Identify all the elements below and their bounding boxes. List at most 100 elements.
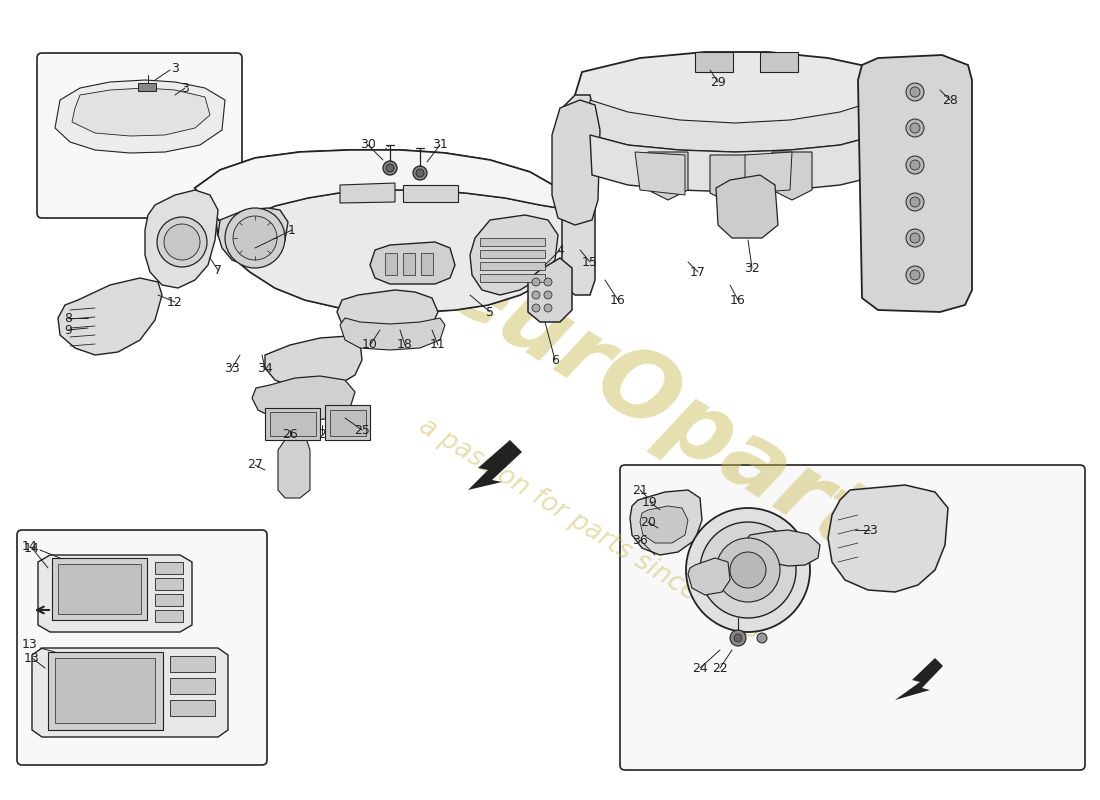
Text: 2: 2 <box>318 429 326 442</box>
Polygon shape <box>72 88 210 136</box>
Bar <box>695 52 733 72</box>
Text: 23: 23 <box>862 523 878 537</box>
Text: 1: 1 <box>288 223 296 237</box>
Text: 31: 31 <box>432 138 448 151</box>
Polygon shape <box>716 175 778 238</box>
Polygon shape <box>340 318 446 350</box>
Circle shape <box>910 233 920 243</box>
Polygon shape <box>648 152 688 200</box>
Circle shape <box>906 119 924 137</box>
Text: 28: 28 <box>942 94 958 106</box>
Text: 16: 16 <box>610 294 626 306</box>
Polygon shape <box>265 336 362 390</box>
Circle shape <box>906 266 924 284</box>
Polygon shape <box>337 290 438 332</box>
Polygon shape <box>828 485 948 592</box>
Polygon shape <box>145 190 218 288</box>
Circle shape <box>233 216 277 260</box>
Polygon shape <box>214 190 572 312</box>
Bar <box>138 83 156 91</box>
Polygon shape <box>39 555 192 632</box>
Polygon shape <box>745 152 792 193</box>
Polygon shape <box>575 52 892 152</box>
Text: 36: 36 <box>632 534 648 546</box>
Circle shape <box>910 87 920 97</box>
Circle shape <box>906 193 924 211</box>
Circle shape <box>910 160 920 170</box>
Text: 11: 11 <box>430 338 446 351</box>
Text: 29: 29 <box>711 75 726 89</box>
Circle shape <box>532 278 540 286</box>
Polygon shape <box>552 100 600 225</box>
Polygon shape <box>278 435 310 498</box>
Circle shape <box>532 304 540 312</box>
Text: 5: 5 <box>486 306 494 318</box>
Bar <box>760 52 798 72</box>
Text: 19: 19 <box>642 495 658 509</box>
Polygon shape <box>252 376 355 422</box>
FancyBboxPatch shape <box>16 530 267 765</box>
Bar <box>48 652 163 730</box>
Circle shape <box>164 224 200 260</box>
Bar <box>330 410 366 436</box>
Polygon shape <box>340 183 395 203</box>
Bar <box>170 700 214 716</box>
Polygon shape <box>630 490 702 555</box>
Text: 30: 30 <box>360 138 376 151</box>
Polygon shape <box>710 155 750 203</box>
Text: 8: 8 <box>64 311 72 325</box>
Circle shape <box>700 522 796 618</box>
Bar <box>170 678 214 694</box>
Circle shape <box>544 291 552 299</box>
Bar <box>480 238 544 246</box>
Text: 21: 21 <box>632 483 648 497</box>
Circle shape <box>906 156 924 174</box>
Polygon shape <box>403 185 458 202</box>
Bar <box>265 408 320 440</box>
Text: 34: 34 <box>257 362 273 374</box>
Bar <box>480 250 544 258</box>
Circle shape <box>157 217 207 267</box>
Polygon shape <box>745 530 820 566</box>
Text: 10: 10 <box>362 338 378 351</box>
Bar <box>403 253 415 275</box>
Bar <box>480 262 544 270</box>
FancyBboxPatch shape <box>37 53 242 218</box>
Text: 3: 3 <box>172 62 179 74</box>
Text: 14: 14 <box>24 542 40 554</box>
Text: 17: 17 <box>690 266 706 278</box>
Bar <box>170 656 214 672</box>
Polygon shape <box>370 242 455 284</box>
Polygon shape <box>32 648 228 737</box>
Text: 16: 16 <box>730 294 746 306</box>
Circle shape <box>686 508 810 632</box>
Circle shape <box>532 291 540 299</box>
Bar <box>421 253 433 275</box>
Polygon shape <box>195 150 570 232</box>
Polygon shape <box>468 440 522 490</box>
Text: a passion for parts since 1985: a passion for parts since 1985 <box>415 414 766 646</box>
Text: 3: 3 <box>182 82 189 94</box>
Circle shape <box>386 164 394 172</box>
Bar <box>155 578 183 590</box>
Text: 25: 25 <box>354 423 370 437</box>
Text: 13: 13 <box>24 651 40 665</box>
Bar <box>55 658 155 723</box>
Circle shape <box>906 229 924 247</box>
Circle shape <box>757 633 767 643</box>
Bar <box>52 558 147 620</box>
Circle shape <box>734 634 742 642</box>
Text: 20: 20 <box>640 515 656 529</box>
Text: 4: 4 <box>557 243 564 257</box>
Circle shape <box>544 278 552 286</box>
Text: 27: 27 <box>248 458 263 471</box>
Text: 22: 22 <box>712 662 728 674</box>
Text: eurOparts: eurOparts <box>428 238 933 602</box>
FancyBboxPatch shape <box>620 465 1085 770</box>
Polygon shape <box>895 658 943 700</box>
Text: 32: 32 <box>744 262 760 274</box>
Circle shape <box>910 123 920 133</box>
Text: 7: 7 <box>214 263 222 277</box>
Bar <box>155 610 183 622</box>
Circle shape <box>412 166 427 180</box>
